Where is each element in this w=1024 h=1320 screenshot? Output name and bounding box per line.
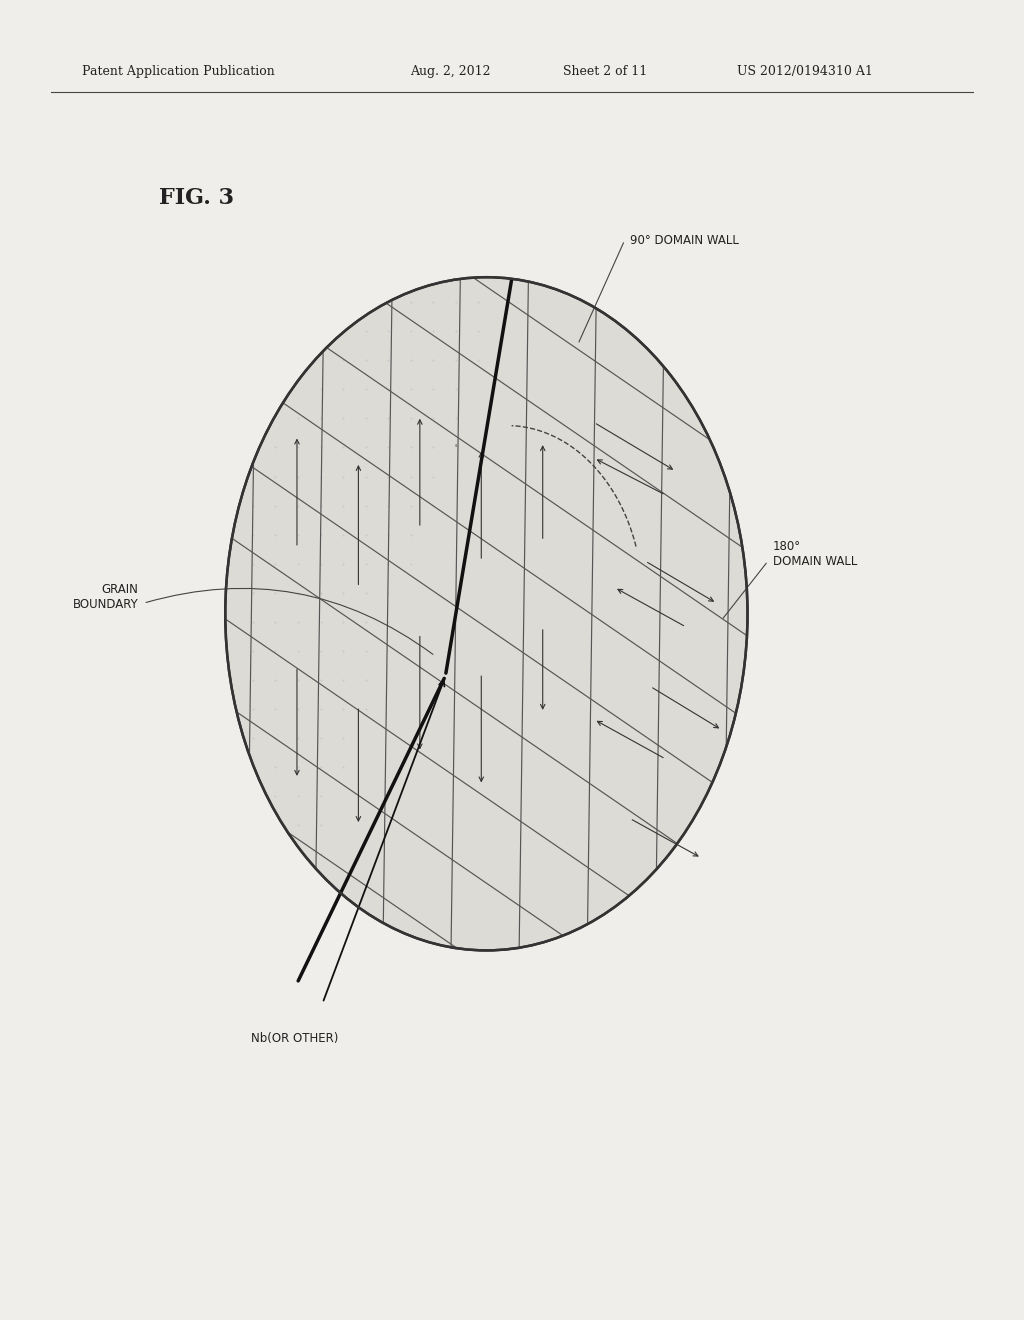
Circle shape xyxy=(225,277,748,950)
Text: Patent Application Publication: Patent Application Publication xyxy=(82,65,274,78)
Text: FIG. 3: FIG. 3 xyxy=(159,187,233,210)
Text: 180°
DOMAIN WALL: 180° DOMAIN WALL xyxy=(773,540,857,569)
Text: US 2012/0194310 A1: US 2012/0194310 A1 xyxy=(737,65,873,78)
Text: GRAIN
BOUNDARY: GRAIN BOUNDARY xyxy=(73,582,138,611)
Text: Nb(OR OTHER): Nb(OR OTHER) xyxy=(251,1032,338,1045)
Text: 90° DOMAIN WALL: 90° DOMAIN WALL xyxy=(630,234,738,247)
Text: Aug. 2, 2012: Aug. 2, 2012 xyxy=(410,65,490,78)
Text: Sheet 2 of 11: Sheet 2 of 11 xyxy=(563,65,647,78)
